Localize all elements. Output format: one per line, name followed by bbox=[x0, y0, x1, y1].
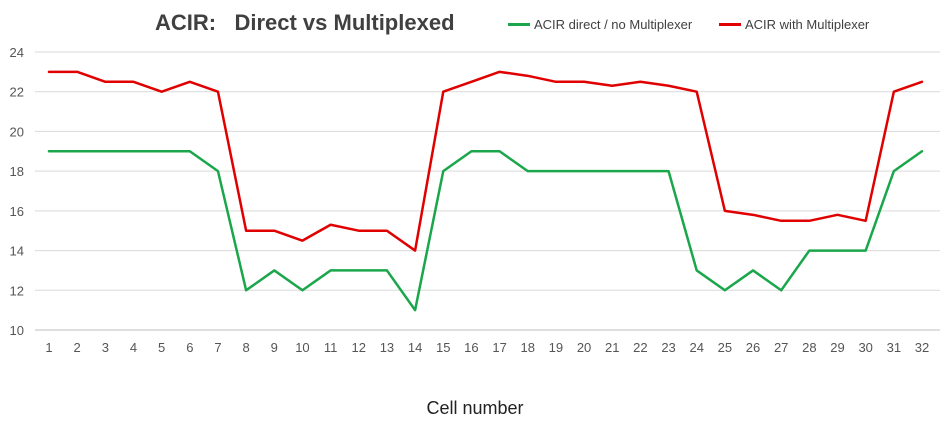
y-tick-label: 12 bbox=[10, 283, 24, 298]
x-tick-label: 26 bbox=[746, 340, 760, 355]
legend-label-direct: ACIR direct / no Multiplexer bbox=[534, 17, 693, 32]
x-tick-label: 16 bbox=[464, 340, 478, 355]
x-axis-label: Cell number bbox=[426, 398, 524, 418]
x-tick-label: 23 bbox=[661, 340, 675, 355]
x-tick-label: 12 bbox=[352, 340, 366, 355]
x-tick-label: 19 bbox=[549, 340, 563, 355]
x-tick-label: 1 bbox=[45, 340, 52, 355]
x-tick-label: 29 bbox=[830, 340, 844, 355]
legend-item-direct: ACIR direct / no Multiplexer bbox=[508, 17, 692, 32]
y-tick-label: 10 bbox=[10, 323, 24, 338]
x-tick-label: 3 bbox=[102, 340, 109, 355]
x-tick-label: 24 bbox=[689, 340, 703, 355]
x-tick-label: 21 bbox=[605, 340, 619, 355]
legend-item-multiplexer: ACIR with Multiplexer bbox=[719, 17, 869, 32]
x-tick-label: 17 bbox=[492, 340, 506, 355]
x-tick-label: 7 bbox=[214, 340, 221, 355]
x-tick-label: 31 bbox=[887, 340, 901, 355]
chart-title: ACIR: Direct vs Multiplexed bbox=[155, 10, 455, 35]
y-tick-label: 18 bbox=[10, 164, 24, 179]
y-tick-label: 20 bbox=[10, 124, 24, 139]
x-tick-label: 18 bbox=[521, 340, 535, 355]
x-tick-label: 22 bbox=[633, 340, 647, 355]
x-tick-label: 20 bbox=[577, 340, 591, 355]
series-line-multiplexer bbox=[47, 70, 924, 252]
x-tick-label: 32 bbox=[915, 340, 929, 355]
x-tick-label: 11 bbox=[324, 340, 338, 355]
x-tick-label: 4 bbox=[130, 340, 137, 355]
x-tick-label: 25 bbox=[718, 340, 732, 355]
y-tick-label: 16 bbox=[10, 204, 24, 219]
y-tick-label: 14 bbox=[10, 244, 24, 259]
x-tick-label: 13 bbox=[380, 340, 394, 355]
x-tick-label: 28 bbox=[802, 340, 816, 355]
series-line-direct bbox=[47, 150, 924, 312]
x-tick-label: 27 bbox=[774, 340, 788, 355]
x-tick-label: 15 bbox=[436, 340, 450, 355]
x-tick-label: 5 bbox=[158, 340, 165, 355]
legend-swatch-direct bbox=[508, 23, 530, 26]
legend-swatch-multiplexer bbox=[719, 23, 741, 26]
x-tick-label: 14 bbox=[408, 340, 422, 355]
y-tick-label: 24 bbox=[10, 45, 24, 60]
x-tick-label: 8 bbox=[243, 340, 250, 355]
legend-label-multiplexer: ACIR with Multiplexer bbox=[745, 17, 870, 32]
x-tick-label: 6 bbox=[186, 340, 193, 355]
y-tick-label: 22 bbox=[10, 85, 24, 100]
x-tick-label: 10 bbox=[295, 340, 309, 355]
x-tick-label: 2 bbox=[74, 340, 81, 355]
x-tick-label: 30 bbox=[858, 340, 872, 355]
x-tick-label: 9 bbox=[271, 340, 278, 355]
